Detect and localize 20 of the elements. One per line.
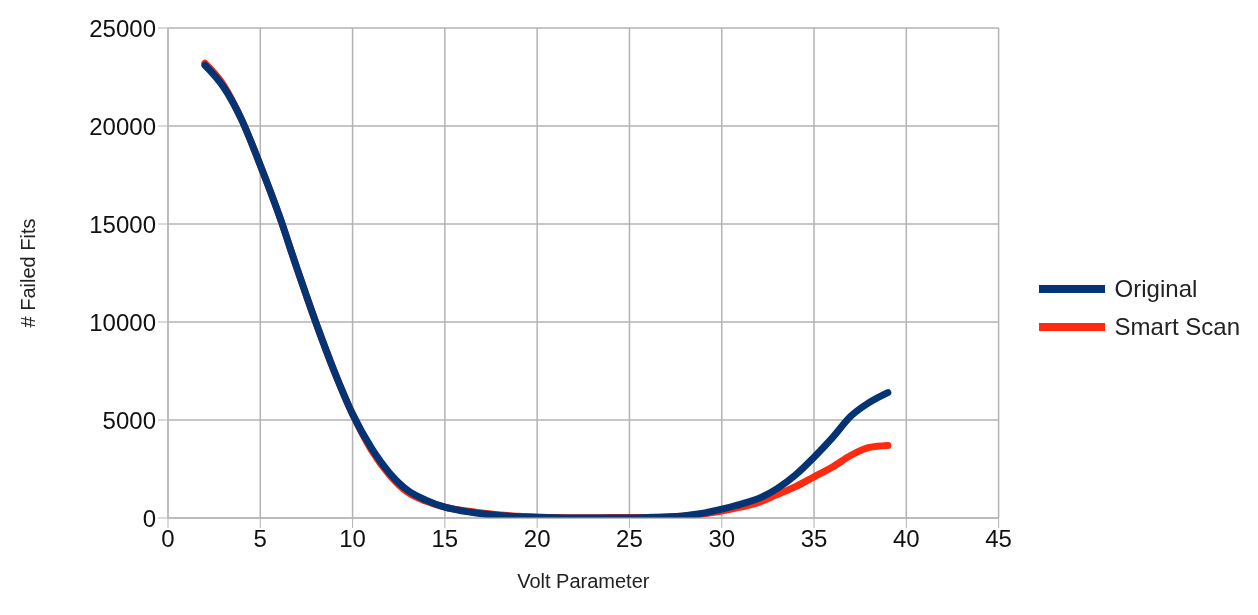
legend-label: Original <box>1114 275 1198 303</box>
y-tick-label: 5000 <box>102 406 156 434</box>
x-tick-label: 20 <box>523 525 551 553</box>
x-axis-title: Volt Parameter <box>517 570 650 592</box>
x-tick-label: 0 <box>161 525 175 553</box>
y-tick-label: 25000 <box>89 14 156 42</box>
legend-label: Smart Scan <box>1114 313 1240 341</box>
y-tick-label: 0 <box>142 504 156 532</box>
x-tick-label: 40 <box>892 525 920 553</box>
x-tick-label: 10 <box>339 525 366 553</box>
x-tick-label: 25 <box>616 525 643 553</box>
y-tick-label: 20000 <box>89 112 156 140</box>
x-tick-label: 45 <box>985 525 1012 553</box>
x-tick-label: 30 <box>708 525 736 553</box>
y-tick-label: 10000 <box>89 308 156 336</box>
x-tick-label: 15 <box>431 525 459 553</box>
y-tick-label: 15000 <box>89 210 156 238</box>
y-axis-title: # Failed Fits <box>17 218 40 328</box>
x-tick-label: 5 <box>253 525 267 553</box>
x-tick-label: 35 <box>800 525 828 553</box>
